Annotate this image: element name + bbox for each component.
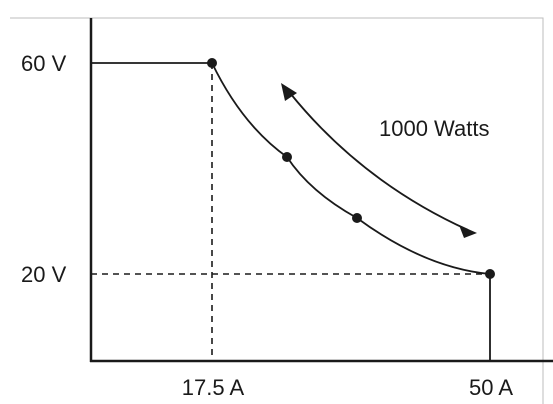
constant-power-arrow (289, 92, 469, 231)
curve-point-2 (282, 152, 292, 162)
curve-point-3 (352, 213, 362, 223)
arrowhead-lower-right (459, 225, 477, 238)
y-tick-label-60v: 60 V (21, 51, 67, 76)
curve-point-1 (207, 58, 217, 68)
arrowhead-upper-left (281, 83, 297, 101)
y-tick-label-20v: 20 V (21, 262, 67, 287)
x-tick-label-50a: 50 A (469, 375, 513, 400)
figure-frame (10, 17, 544, 404)
x-tick-label-17-5a: 17.5 A (182, 375, 245, 400)
curve-point-4 (485, 269, 495, 279)
operating-envelope-curve (91, 62, 491, 361)
power-label: 1000 Watts (379, 116, 489, 141)
